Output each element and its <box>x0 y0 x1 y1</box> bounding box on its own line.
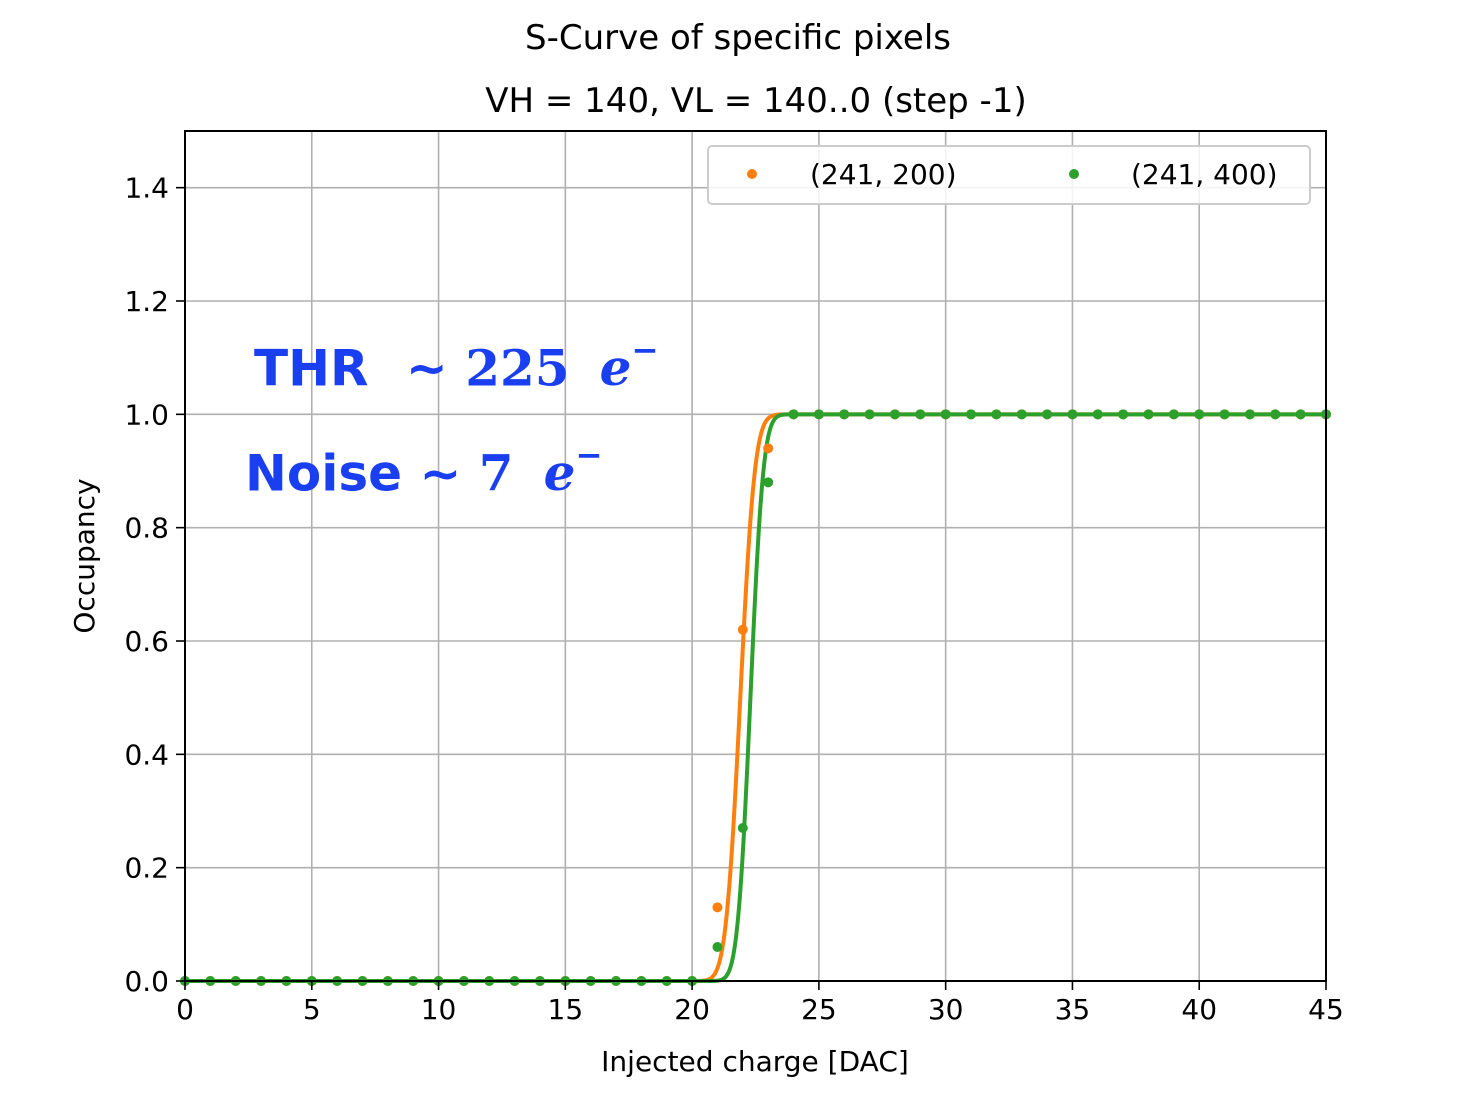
data-point-series-1 <box>864 409 875 420</box>
data-point-series-1 <box>737 823 748 833</box>
legend-label-241-400: (241, 400) <box>1131 158 1278 191</box>
data-points <box>180 409 1331 986</box>
data-point-series-1 <box>889 409 900 420</box>
noise-tilde: ~ <box>419 444 462 503</box>
data-point-series-1 <box>991 409 1002 420</box>
noise-value: 7 <box>478 443 514 503</box>
x-tick-label: 5 <box>303 993 321 1026</box>
x-axis-label: Injected charge [DAC] <box>601 1045 909 1078</box>
data-point-series-1 <box>1016 409 1027 420</box>
y-tick-label: 1.0 <box>124 398 169 431</box>
x-tick-label: 20 <box>674 993 710 1026</box>
axis-ticks: 0 5 10 15 20 25 30 35 40 45 0.0 0.2 0.4 0.6 0.8 1.0 1.2 1… <box>124 172 1343 1026</box>
data-point-series-1 <box>1118 409 1129 420</box>
y-tick-label: 1.4 <box>124 172 169 205</box>
y-tick-label: 0.8 <box>124 512 169 545</box>
data-point-series-0 <box>763 443 774 454</box>
y-tick-label: 0.2 <box>124 852 169 885</box>
threshold-value: 225 <box>465 338 570 398</box>
data-point-series-0 <box>737 624 748 635</box>
y-tick-label: 0.6 <box>124 625 169 658</box>
data-point-series-1 <box>966 409 977 420</box>
y-tick-label: 0.0 <box>124 965 169 998</box>
noise-annotation: Noise ~ 7 e− <box>245 436 603 502</box>
legend-marker-241-400 <box>1069 169 1079 179</box>
legend-box <box>707 145 1311 205</box>
data-point-series-1 <box>1270 409 1281 420</box>
data-point-series-1 <box>788 409 799 420</box>
data-point-series-1 <box>839 409 850 420</box>
data-point-series-1 <box>1244 409 1255 420</box>
data-point-series-1 <box>1194 409 1205 420</box>
chart-subtitle: VH = 140, VL = 140..0 (step -1) <box>485 81 1026 121</box>
noise-unit-sup: − <box>575 436 603 474</box>
x-tick-label: 35 <box>1055 993 1091 1026</box>
x-tick-label: 25 <box>801 993 837 1026</box>
data-point-series-1 <box>712 942 723 952</box>
legend-marker-241-200 <box>747 169 757 179</box>
x-tick-label: 15 <box>548 993 584 1026</box>
data-point-series-1 <box>763 477 774 488</box>
threshold-tilde: ~ <box>405 339 448 398</box>
data-point-series-1 <box>915 409 926 420</box>
plot-frame <box>184 130 1327 982</box>
data-point-series-1 <box>1067 409 1078 420</box>
x-tick-label: 30 <box>928 993 964 1026</box>
threshold-annotation: THR ~ 225 e− <box>254 331 659 397</box>
chart-title: S-Curve of specific pixels <box>525 18 951 58</box>
x-tick-label: 10 <box>421 993 457 1026</box>
data-point-series-1 <box>1042 409 1053 420</box>
noise-label: Noise <box>245 444 403 503</box>
x-tick-label: 0 <box>176 993 194 1026</box>
data-point-series-1 <box>813 409 824 420</box>
data-point-series-1 <box>1168 409 1179 420</box>
x-tick-label: 45 <box>1308 993 1344 1026</box>
legend-label-241-200: (241, 200) <box>810 158 957 191</box>
data-point-series-1 <box>1295 409 1306 420</box>
y-axis-label: Occupancy <box>68 478 101 633</box>
x-tick-label: 40 <box>1181 993 1217 1026</box>
legend: (241, 200) (241, 400) <box>707 145 1311 205</box>
threshold-unit-sup: − <box>631 331 659 369</box>
y-tick-label: 0.4 <box>124 738 169 771</box>
threshold-label: THR <box>254 339 369 398</box>
data-point-series-1 <box>1092 409 1103 420</box>
data-point-series-1 <box>1143 409 1154 420</box>
data-point-series-1 <box>940 409 951 420</box>
threshold-unit: e <box>599 338 632 398</box>
data-point-series-1 <box>1219 409 1230 420</box>
data-point-series-0 <box>712 902 723 913</box>
y-tick-label: 1.2 <box>124 285 169 318</box>
noise-unit: e <box>543 443 576 503</box>
